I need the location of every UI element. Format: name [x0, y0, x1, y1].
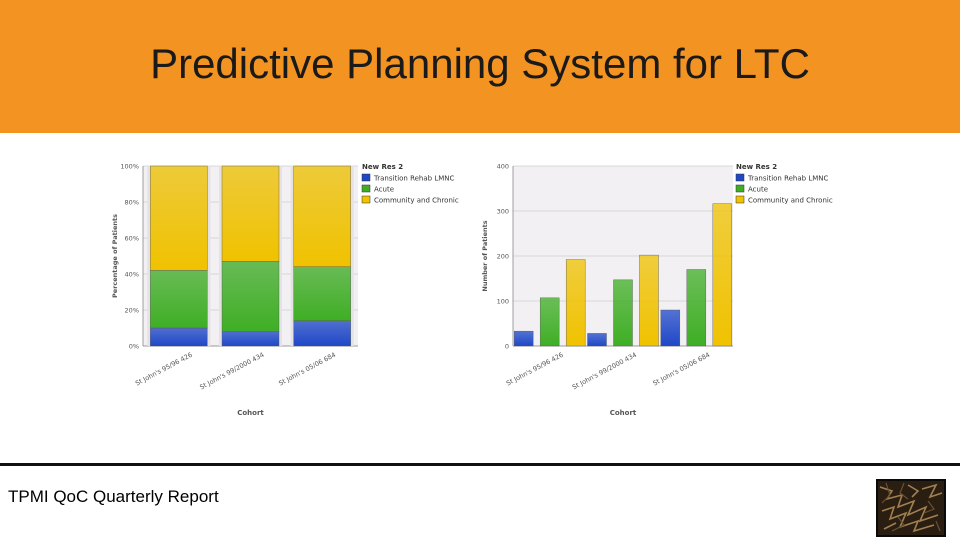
x-tick-label: St John's 95/96 426 — [134, 351, 194, 388]
y-axis-label: Number of Patients — [481, 220, 489, 291]
bar — [539, 297, 560, 347]
bar — [639, 254, 659, 347]
y-tick-label: 80% — [125, 199, 139, 207]
grouped-bar-chart: 0 100 200 300 400 Number of Patients Cohort St … — [481, 163, 833, 418]
legend-swatch — [735, 173, 745, 182]
x-axis-label: Cohort — [610, 409, 637, 417]
legend-label: Acute — [748, 186, 768, 194]
legend-swatch — [361, 184, 371, 193]
bar — [587, 333, 607, 347]
bar-segment — [150, 270, 208, 329]
footer-divider — [0, 463, 960, 466]
legend-swatch — [735, 184, 745, 193]
bar — [660, 309, 681, 347]
legend-title: New Res 2 — [362, 163, 403, 171]
x-tick-label: St John's 95/96 426 — [505, 351, 565, 388]
legend-swatch — [361, 173, 371, 182]
bar — [513, 330, 534, 347]
y-tick-label: 0 — [505, 343, 509, 351]
bar-segment — [293, 165, 351, 268]
legend-swatch — [735, 195, 745, 204]
bar-segment — [150, 327, 208, 347]
legend-label: Acute — [374, 186, 394, 194]
bar-segment — [293, 320, 351, 347]
bar-segment — [221, 261, 280, 332]
bar — [613, 279, 633, 347]
logo-image — [876, 479, 946, 537]
title-banner — [0, 0, 960, 133]
y-tick-label: 0% — [129, 343, 139, 351]
y-tick-label: 40% — [125, 271, 139, 279]
bar-segment — [293, 266, 351, 322]
legend-label: Community and Chronic — [374, 197, 459, 205]
y-tick-label: 400 — [497, 163, 509, 171]
x-axis-label: Cohort — [237, 409, 264, 417]
bar-segment — [221, 165, 280, 262]
x-tick-label: St John's 05/06 684 — [652, 351, 712, 388]
x-tick-label: St John's 99/2000 434 — [198, 351, 265, 392]
bar-segment — [150, 165, 208, 271]
y-tick-label: 100 — [497, 298, 509, 306]
y-tick-label: 300 — [497, 208, 509, 216]
footer-text: TPMI QoC Quarterly Report — [8, 487, 219, 506]
y-tick-label: 60% — [125, 235, 139, 243]
legend-swatch — [361, 195, 371, 204]
y-axis-label: Percentage of Patients — [111, 214, 119, 298]
stacked-percent-bar-chart: 0% 20% 40% 60% 80% 100% Percentage of Patients… — [111, 163, 459, 418]
y-tick-label: 200 — [497, 253, 509, 261]
slide-title: Predictive Planning System for LTC — [150, 40, 810, 87]
x-tick-label: St John's 99/2000 434 — [571, 351, 638, 392]
logo-texture — [878, 481, 944, 535]
legend-label: Community and Chronic — [748, 197, 833, 205]
y-tick-label: 100% — [120, 163, 139, 171]
y-tick-label: 20% — [125, 307, 139, 315]
legend-title: New Res 2 — [736, 163, 777, 171]
bar — [712, 203, 733, 347]
bar — [686, 269, 707, 347]
legend-label: Transition Rehab LMNC — [373, 175, 455, 183]
legend-label: Transition Rehab LMNC — [747, 175, 829, 183]
x-tick-label: St John's 05/06 684 — [277, 351, 337, 388]
bar-segment — [221, 331, 280, 347]
bar — [565, 259, 586, 347]
